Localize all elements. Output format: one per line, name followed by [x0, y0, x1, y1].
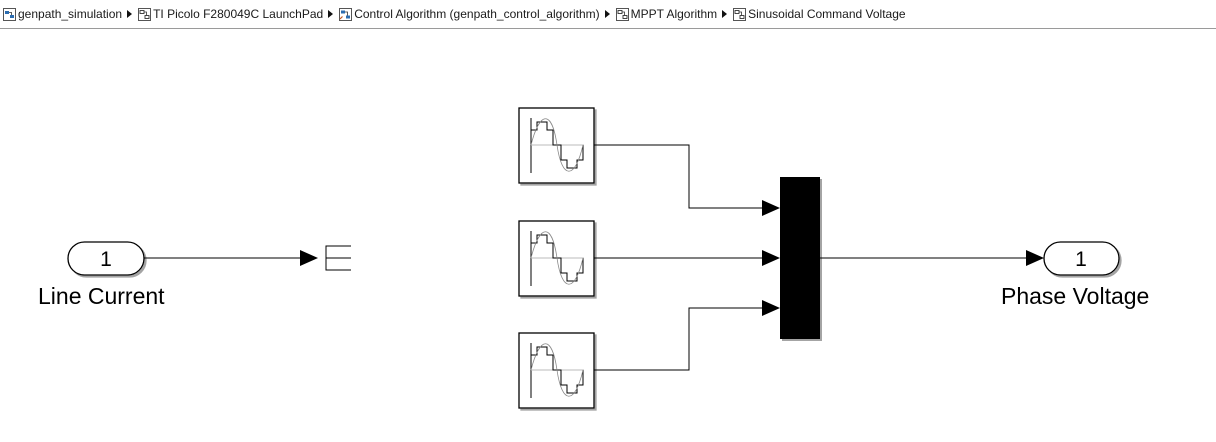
breadcrumb: genpath_simulation TI Picolo F280049C La…	[0, 0, 1216, 29]
signal-line-inport-terminator[interactable]	[144, 250, 318, 266]
breadcrumb-item-sinusoidal-command-voltage[interactable]: Sinusoidal Command Voltage	[733, 7, 906, 21]
staircase-waveform-icon	[530, 343, 584, 398]
breadcrumb-item-launchpad[interactable]: TI Picolo F280049C LaunchPad	[138, 7, 323, 21]
staircase-waveform-icon	[530, 231, 584, 286]
signal-line-stair2-mux[interactable]	[594, 250, 780, 266]
outport-number: 1	[1075, 248, 1087, 271]
breadcrumb-label: genpath_simulation	[18, 7, 123, 21]
repeating-sequence-stair-block-2[interactable]	[518, 220, 595, 297]
subsystem-icon	[733, 7, 747, 21]
model-reference-icon	[339, 7, 353, 21]
subsystem-icon	[138, 7, 152, 21]
staircase-waveform-icon	[530, 118, 584, 173]
outport-label: Phase Voltage	[1001, 283, 1150, 309]
outport-block[interactable]: 1	[1043, 241, 1120, 276]
inport-block[interactable]: 1	[67, 241, 145, 276]
signal-line-stair3-mux[interactable]	[594, 300, 780, 371]
repeating-sequence-stair-block-1[interactable]	[518, 107, 595, 184]
terminator-block[interactable]	[325, 245, 351, 271]
inport-label: Line Current	[38, 283, 165, 309]
inport-number: 1	[100, 248, 112, 271]
repeating-sequence-stair-block-3[interactable]	[518, 332, 595, 409]
breadcrumb-separator-icon	[127, 10, 133, 18]
breadcrumb-label: MPPT Algorithm	[630, 7, 718, 21]
mux-block[interactable]	[780, 177, 820, 339]
breadcrumb-separator-icon	[722, 10, 728, 18]
breadcrumb-item-mppt-algorithm[interactable]: MPPT Algorithm	[615, 7, 718, 21]
breadcrumb-label: Sinusoidal Command Voltage	[748, 7, 906, 21]
breadcrumb-item-control-algorithm[interactable]: Control Algorithm (genpath_control_algor…	[339, 7, 600, 21]
breadcrumb-separator-icon	[604, 10, 610, 18]
subsystem-icon	[615, 7, 629, 21]
signal-line-mux-outport[interactable]	[820, 250, 1044, 266]
breadcrumb-separator-icon	[328, 10, 334, 18]
breadcrumb-label: Control Algorithm (genpath_control_algor…	[354, 7, 600, 21]
model-icon	[3, 7, 16, 21]
model-canvas[interactable]: 1	[0, 30, 1216, 442]
signal-line-stair1-mux[interactable]	[594, 144, 780, 216]
breadcrumb-item-genpath-simulation[interactable]: genpath_simulation	[3, 7, 122, 21]
breadcrumb-label: TI Picolo F280049C LaunchPad	[153, 7, 324, 21]
